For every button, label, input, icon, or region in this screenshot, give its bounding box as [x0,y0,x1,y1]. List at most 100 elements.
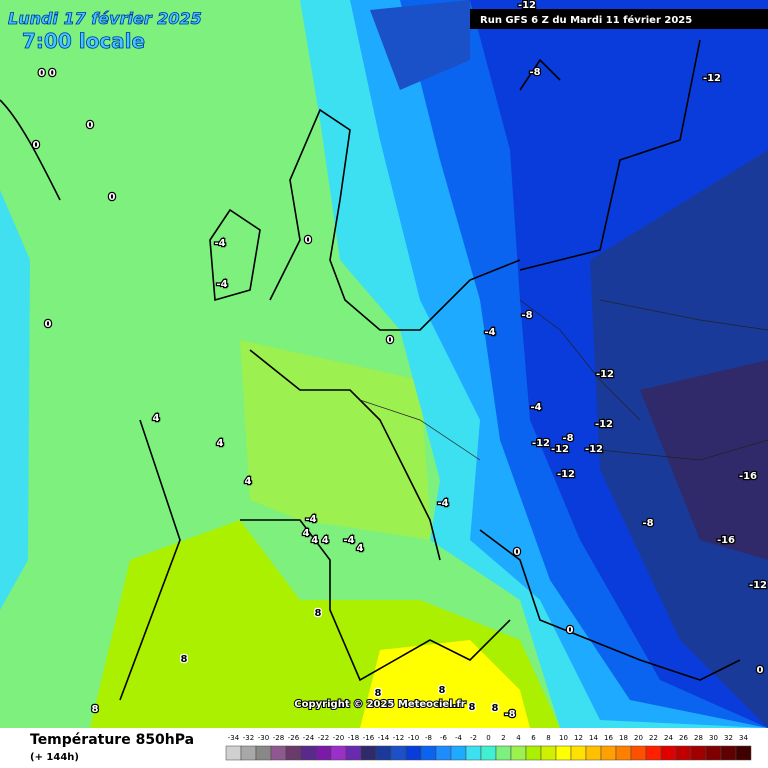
scale-tick-label: 14 [589,734,598,742]
contour-label: -4 [437,498,448,509]
scale-tick-label: -34 [228,734,240,742]
contour-label: 4 4 [311,535,328,546]
scale-tick-label: 22 [649,734,658,742]
scale-tick-label: 26 [679,734,688,742]
contour-label: 0 [567,625,574,636]
scale-swatch [675,745,692,761]
scale-swatch [720,745,737,761]
scale-swatch [300,745,317,761]
contour-label: 4 [217,438,224,449]
scale-swatch [600,745,617,761]
contour-label: 4 [303,528,310,539]
contour-label: 0 [757,665,764,676]
contour-label: 0 [87,120,94,131]
contour-label: 0 [33,140,40,151]
scale-swatch [375,745,392,761]
contour-label: 0 [109,192,116,203]
copyright: Copyright © 2025 Meteociel.fr [294,699,465,710]
scale-swatch [225,745,242,761]
contour-label: -4 [484,327,495,338]
contour-label: 8 [375,688,382,699]
scale-swatch [450,745,467,761]
contour-label: 8 [181,654,188,665]
forecast-time: 7:00 locale [22,29,145,53]
contour-label: -8 [562,433,573,444]
scale-tick-label: 32 [724,734,733,742]
scale-tick-label: -20 [333,734,344,742]
scale-tick-label: -24 [303,734,315,742]
contour-label: 8 [92,704,99,715]
scale-swatch [360,745,377,761]
scale-tick-label: 28 [694,734,703,742]
forecast-date: Lundi 17 février 2025 [8,9,202,28]
contour-label: -8 [521,310,532,321]
scale-tick-label: -18 [348,734,359,742]
scale-tick-label: 2 [501,734,505,742]
scale-tick-label: -16 [363,734,375,742]
contour-label: 0 [514,547,521,558]
color-scale: -34 -32 -30 -28 -26 -24 -22 -20 -18 -16 -14 -12 -10-… [225,734,752,761]
contour-label: -12 [703,73,721,84]
contour-label: -4 [214,238,225,249]
scale-swatch [435,745,452,761]
contour-label: -12 [595,419,613,430]
scale-swatch [390,745,407,761]
contour-label: 8 [439,685,446,696]
scale-swatch [240,745,257,761]
contour-label: -12 [596,369,614,380]
scale-tick-label: 8 [546,734,550,742]
scale-swatch [510,745,527,761]
scale-tick-label: -4 [455,734,463,742]
run-info: Run GFS 6 Z du Mardi 11 février 2025 [480,14,692,26]
coastlines [0,39,768,701]
scale-swatch [705,745,722,761]
scale-tick-label: 16 [604,734,613,742]
scale-swatch [645,745,662,761]
contour-label: -12 [551,444,569,455]
scale-tick-label: 18 [619,734,628,742]
contour-label: 4 [357,543,364,554]
scale-swatch [345,745,362,761]
contour-label: -4 [530,402,541,413]
contour-label: -4 [216,279,227,290]
scale-swatch [420,745,437,761]
scale-tick-label: -30 [258,734,269,742]
contour-label: 0 [45,319,52,330]
scale-swatch [285,745,302,761]
contour-label: -12 [532,438,550,449]
contour-label: 0 [387,335,394,346]
scale-swatch [255,745,272,761]
scale-tick-label: 34 [739,734,748,742]
contour-label: 8 [492,703,499,714]
contour-label: 4 [245,476,252,487]
scale-swatch [540,745,557,761]
scale-tick-label: -2 [470,734,477,742]
scale-swatch [315,745,332,761]
contour-label: -12 [585,444,603,455]
scale-swatch [690,745,707,761]
scale-tick-label: 10 [559,734,568,742]
scale-swatch [480,745,497,761]
scale-tick-label: -12 [393,734,404,742]
scale-swatch [330,745,347,761]
scale-tick-label: -28 [273,734,284,742]
scale-tick-label: 30 [709,734,718,742]
legend-title: Température 850hPa [30,732,194,748]
scale-tick-label: 6 [531,734,536,742]
scale-tick-label: 20 [634,734,643,742]
scale-tick-label: -10 [408,734,419,742]
contour-label: 8 [315,608,322,619]
contour-labels: -120 00000-4-400-8-12-4-8-12-4-12-8-12-1… [31,0,768,721]
scale-tick-label: -6 [440,734,448,742]
scale-tick-label: 0 [486,734,490,742]
scale-swatch [660,745,677,761]
contour-label: -4 [305,514,316,525]
scale-tick-label: -14 [378,734,390,742]
contour-label: 4 [153,413,160,424]
scale-tick-label: -22 [318,734,329,742]
scale-tick-label: 4 [516,734,521,742]
scale-tick-label: 24 [664,734,673,742]
scale-swatch [570,745,587,761]
scale-swatch [615,745,632,761]
